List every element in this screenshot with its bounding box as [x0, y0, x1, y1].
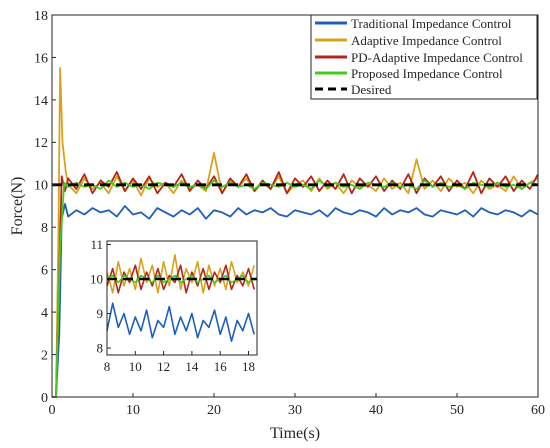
main-y-tick-label: 18: [34, 9, 48, 24]
legend-label-proposed: Proposed Impedance Control: [351, 66, 503, 81]
main-x-ticks: 0 10 20 30 40 50 60: [49, 393, 545, 418]
legend-label-pd-adaptive: PD-Adaptive Impedance Control: [351, 50, 523, 65]
inset-frame: [106, 240, 258, 356]
inset-y-tick-label: 10: [90, 272, 103, 287]
main-y-tick-label: 10: [34, 179, 48, 194]
legend-label-adaptive: Adaptive Impedance Control: [351, 33, 502, 48]
main-series-adaptive-impedance-control: [52, 67, 539, 398]
main-x-tick-label: 0: [49, 403, 56, 418]
inset-y-tick-label: 9: [97, 306, 104, 321]
inset-series-traditional-impedance-control: [106, 302, 255, 343]
inset-x-tick-label: 18: [242, 359, 255, 374]
main-y-tick-label: 4: [41, 306, 48, 321]
main-y-tick-label: 14: [34, 94, 48, 109]
main-y-tick-label: 8: [41, 221, 48, 236]
main-y-tick-label: 2: [41, 348, 48, 363]
inset-plot: 8 10 12 14 16 18 8 9 10 11: [90, 237, 258, 374]
y-axis-label: Force(N): [9, 177, 26, 236]
inset-x-tick-label: 8: [104, 359, 111, 374]
main-x-tick-label: 30: [288, 403, 302, 418]
main-x-tick-label: 20: [207, 403, 221, 418]
legend-box: [310, 14, 538, 100]
inset-x-ticks: 8 10 12 14 16 18: [104, 351, 255, 374]
main-y-tick-label: 6: [41, 264, 48, 279]
inset-series-group: [106, 254, 255, 343]
inset-x-tick-label: 10: [129, 359, 142, 374]
inset-background: [107, 241, 257, 355]
main-plot: 0 10 20 30 40 50 60 0 2 4 6 8 10 12 14 16 18 Time(s) Fo…: [9, 9, 545, 442]
main-x-tick-label: 40: [369, 403, 383, 418]
main-y-ticks: 0 2 4 6 8 10 12 14 16 18: [34, 9, 56, 406]
main-x-tick-label: 10: [126, 403, 140, 418]
main-series-traditional-impedance-control: [52, 202, 539, 398]
legend-label-traditional: Traditional Impedance Control: [351, 16, 512, 31]
inset-x-tick-label: 16: [214, 359, 228, 374]
main-y-tick-label: 12: [34, 136, 48, 151]
main-y-tick-label: 0: [41, 391, 48, 406]
main-x-tick-label: 60: [531, 403, 545, 418]
legend: Traditional Impedance Control Adaptive I…: [310, 14, 538, 100]
inset-y-ticks: 8 9 10 11: [90, 237, 111, 356]
inset-x-tick-label: 14: [185, 359, 199, 374]
inset-y-tick-label: 11: [90, 237, 103, 252]
inset-x-tick-label: 12: [157, 359, 170, 374]
legend-label-desired: Desired: [351, 82, 392, 97]
inset-y-tick-label: 8: [97, 341, 104, 356]
main-y-tick-label: 16: [34, 51, 48, 66]
main-x-tick-label: 50: [450, 403, 464, 418]
x-axis-label: Time(s): [270, 425, 320, 442]
